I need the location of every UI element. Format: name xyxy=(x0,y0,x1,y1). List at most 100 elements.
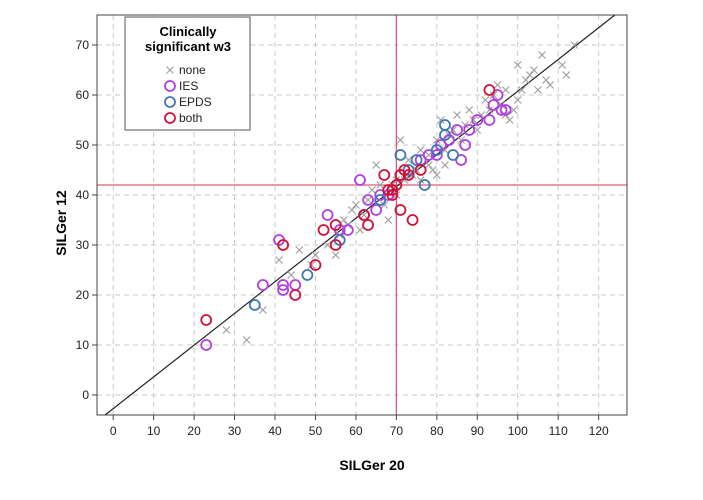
cross-point xyxy=(469,116,478,124)
circle-point xyxy=(301,269,314,281)
legend-label: none xyxy=(179,63,206,77)
cross-point xyxy=(275,256,283,264)
cross-point xyxy=(396,136,405,144)
y-tick-label: 50 xyxy=(76,138,90,152)
cross-point xyxy=(432,171,441,179)
cross-point xyxy=(493,81,502,89)
cross-point xyxy=(416,146,425,154)
cross-point xyxy=(489,91,498,99)
circle-point xyxy=(358,209,370,221)
data-points xyxy=(200,41,579,351)
circle-point xyxy=(406,214,419,226)
legend-cross-icon xyxy=(166,66,174,74)
cross-point xyxy=(416,176,425,184)
circle-point xyxy=(471,114,484,126)
circle-point xyxy=(309,259,322,271)
legend: Clinically significant w3 none IES EPDS bot… xyxy=(124,16,251,131)
cross-point xyxy=(376,181,385,189)
circle-point xyxy=(394,204,407,216)
cross-point xyxy=(258,306,267,314)
cross-point xyxy=(408,171,417,179)
circle-point xyxy=(317,224,330,236)
cross-point xyxy=(339,216,348,224)
circle-point xyxy=(248,299,261,311)
cross-point xyxy=(323,241,332,249)
cross-point xyxy=(287,271,296,279)
cross-point xyxy=(424,161,433,169)
cross-point xyxy=(368,186,377,194)
circle-point xyxy=(499,104,512,116)
cross-point xyxy=(222,326,231,334)
cross-point xyxy=(473,126,482,134)
cross-point xyxy=(485,106,494,114)
legend-circle-icon xyxy=(164,96,176,108)
cross-point xyxy=(570,41,579,49)
cross-point xyxy=(380,201,389,209)
circle-point xyxy=(483,84,496,96)
x-tick-label: 60 xyxy=(349,424,363,438)
cross-point xyxy=(432,136,441,144)
cross-point xyxy=(477,111,486,119)
y-tick-label: 60 xyxy=(76,88,90,102)
circle-point xyxy=(418,179,431,191)
circle-point xyxy=(277,279,290,291)
cross-point xyxy=(356,226,364,234)
cross-point xyxy=(517,86,526,94)
circle-point xyxy=(329,219,342,231)
cross-point xyxy=(364,196,372,204)
plot-frame xyxy=(96,14,628,416)
legend-circle-icon xyxy=(164,112,176,124)
cross-point xyxy=(481,96,490,104)
cross-point xyxy=(534,86,542,94)
cross-point xyxy=(538,51,546,59)
circle-point xyxy=(410,154,423,166)
circle-point xyxy=(483,114,496,126)
cross-point xyxy=(352,201,360,209)
x-tick-label: 70 xyxy=(390,424,404,438)
legend-item-none: none xyxy=(166,63,206,77)
cross-point xyxy=(372,161,381,169)
y-axis: 0 10 20 30 40 50 60 70 xyxy=(76,38,97,402)
legend-item-epds: EPDS xyxy=(164,95,212,109)
circle-point xyxy=(277,284,290,296)
cross-point xyxy=(505,116,514,124)
legend-box xyxy=(124,16,251,131)
circle-point xyxy=(329,239,342,251)
cross-point xyxy=(360,211,368,219)
cross-point xyxy=(509,106,518,114)
x-tick-label: 10 xyxy=(147,424,161,438)
circle-point xyxy=(430,149,443,161)
cross-point xyxy=(242,336,251,344)
cross-point xyxy=(558,61,567,69)
x-tick-label: 50 xyxy=(309,424,323,438)
legend-item-ies: IES xyxy=(164,79,198,93)
cross-point xyxy=(449,126,457,134)
circle-point xyxy=(354,174,366,186)
cross-point xyxy=(525,71,534,79)
x-tick-label: 90 xyxy=(471,424,485,438)
x-tick-label: 30 xyxy=(228,424,242,438)
fit-line-group xyxy=(104,14,616,416)
circle-point xyxy=(321,209,334,221)
circle-point xyxy=(341,224,354,236)
x-axis: 0 10 20 30 40 50 60 70 80 90 100 110 120 xyxy=(110,415,609,438)
circle-point xyxy=(289,289,302,301)
cross-point xyxy=(546,81,555,89)
circle-point xyxy=(200,314,213,326)
cross-point xyxy=(404,156,413,164)
circle-point xyxy=(200,339,213,351)
circle-point xyxy=(289,279,302,291)
cross-point xyxy=(453,111,462,119)
circle-point xyxy=(459,139,472,151)
circle-point xyxy=(390,179,403,191)
x-tick-label: 120 xyxy=(589,424,609,438)
y-axis-title: SILGer 12 xyxy=(53,190,69,256)
circle-point xyxy=(414,164,427,176)
cross-point xyxy=(521,76,530,84)
legend-label: EPDS xyxy=(179,95,212,109)
circle-point xyxy=(451,124,463,136)
series-none xyxy=(222,41,579,344)
cross-point xyxy=(562,71,571,79)
series-both xyxy=(200,84,496,326)
legend-title-line2: significant w3 xyxy=(145,39,231,54)
